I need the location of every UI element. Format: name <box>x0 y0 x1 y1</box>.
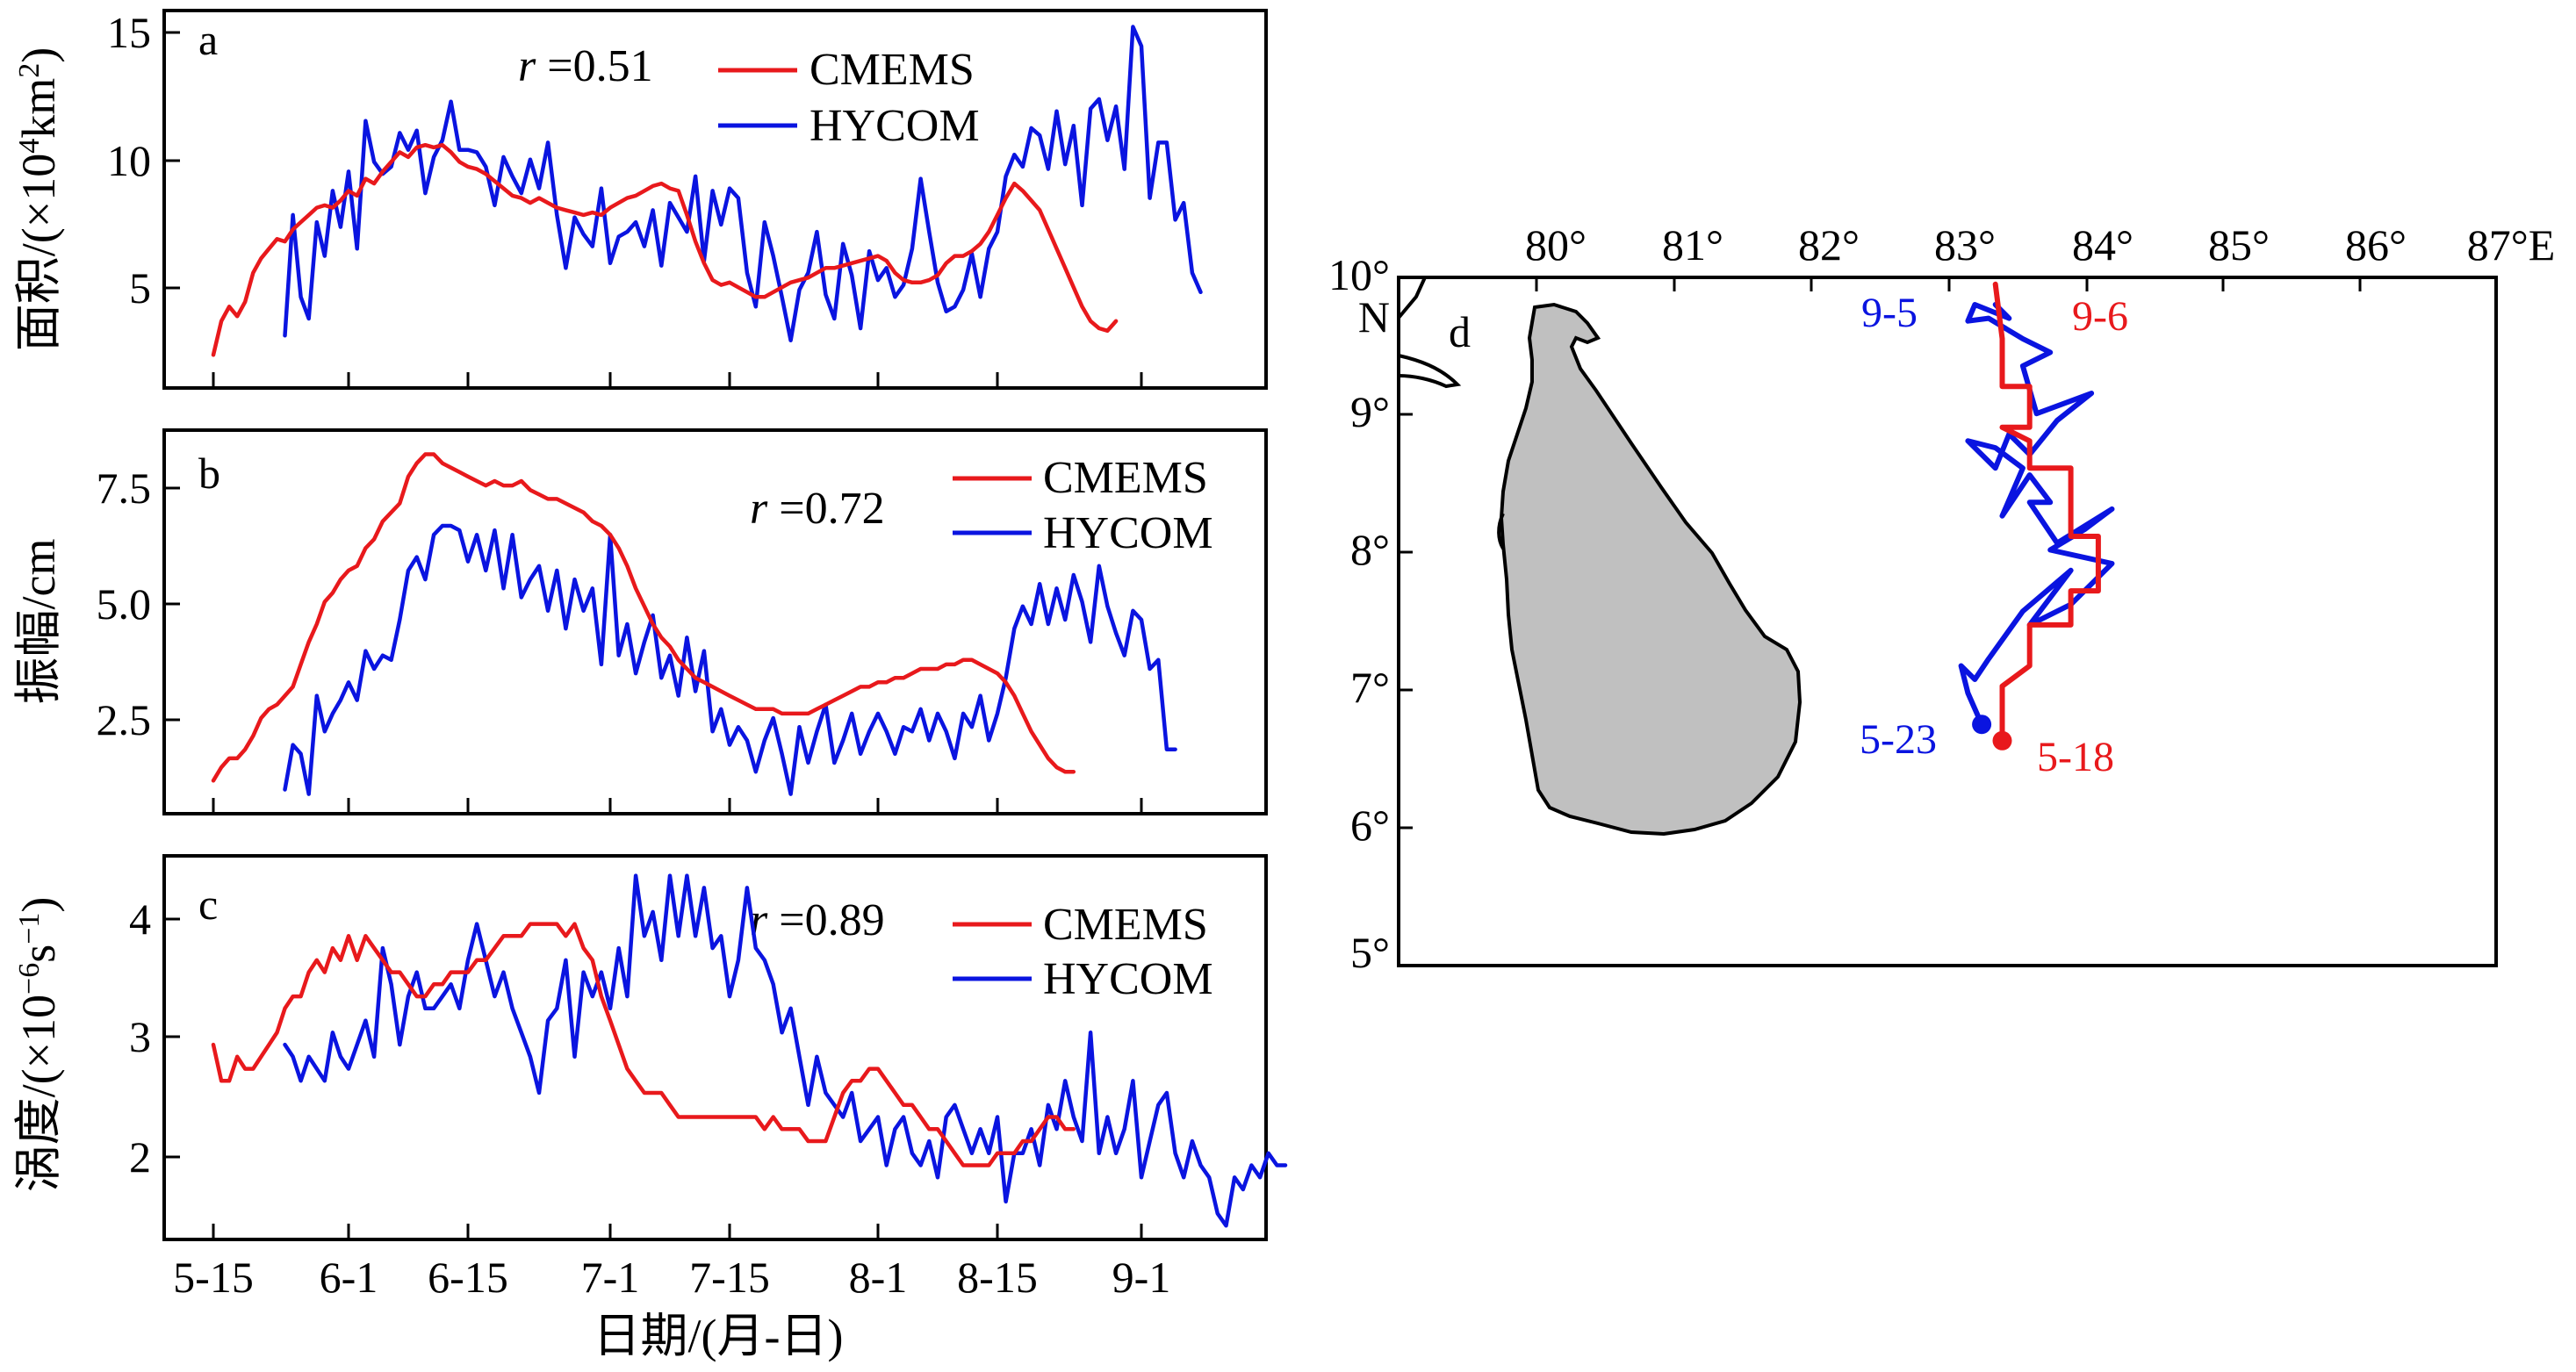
cmems-start-marker <box>1992 730 2012 751</box>
lat-tick-label: 10° <box>1328 250 1390 299</box>
lat-tick-label: 7° <box>1350 663 1390 712</box>
panel-d: 80° 81° 82° 83° 84° 85° 86° 87°E 10° N 9… <box>1328 220 2555 977</box>
legend-hycom-label: HYCOM <box>1043 508 1213 558</box>
lon-tick-label: 87°E <box>2467 220 2556 269</box>
panel-d-lat-ticks: 10° N 9° 8° 7° 6° 5° <box>1328 250 1413 977</box>
panel-b-yticks: 2.5 5.0 7.5 <box>97 463 180 744</box>
cmems-start-label: 5-18 <box>2037 734 2114 780</box>
panel-c-xtick-labels: 5-15 6-1 6-15 7-1 7-15 8-1 8-15 9-1 <box>173 1253 1170 1302</box>
xtick-label: 7-1 <box>581 1253 640 1302</box>
lon-tick-label: 81° <box>1662 220 1723 269</box>
panel-c-correlation: r =0.89 <box>750 895 885 945</box>
panel-d-label: d <box>1449 307 1471 356</box>
panel-b-frame <box>162 428 1268 815</box>
panel-c-frame <box>162 854 1268 1241</box>
cmems-track-line <box>1992 281 2101 743</box>
panel-a-ylabel: 面积/(×104km2) <box>12 47 65 351</box>
lat-tick-label: 6° <box>1350 801 1390 850</box>
lon-tick-label: 84° <box>2072 220 2133 269</box>
panel-a-frame <box>162 9 1268 390</box>
x-axis-title: 日期/(月-日) <box>594 1310 844 1362</box>
xtick-label: 7-15 <box>689 1253 770 1302</box>
panel-c-ytick-label: 2 <box>129 1132 151 1182</box>
panel-b-label: b <box>198 449 220 498</box>
xtick-label: 5-15 <box>173 1253 254 1302</box>
lon-tick-label: 86° <box>2345 220 2407 269</box>
panel-d-tracks <box>1958 281 2115 751</box>
panel-b-ytick-label: 2.5 <box>97 695 152 744</box>
lat-tick-label: 9° <box>1350 387 1390 436</box>
panel-a-correlation: r =0.51 <box>518 41 653 91</box>
panel-a-yticks: 5 10 15 <box>107 8 180 312</box>
panel-b: 2.5 5.0 7.5 b r =0.72 CMEMS HYCOM 振幅/cm <box>12 428 1268 815</box>
india-coastline <box>1397 277 1427 320</box>
panel-b-ytick-label: 7.5 <box>97 463 152 513</box>
panel-c-ytick-label: 3 <box>129 1012 151 1061</box>
xtick-label: 6-15 <box>428 1253 508 1302</box>
panel-a-xticks <box>212 372 1143 388</box>
panel-c-label: c <box>198 880 218 929</box>
lon-tick-label: 85° <box>2208 220 2270 269</box>
panel-b-ytick-label: 5.0 <box>97 579 152 629</box>
panel-b-ylabel: 振幅/cm <box>12 539 65 705</box>
panel-b-plot <box>211 452 1177 796</box>
legend-hycom-label: HYCOM <box>1043 954 1213 1004</box>
panel-a-cmems-line <box>211 142 1119 357</box>
panel-c-cmems-line <box>211 922 1076 1167</box>
panel-a-label: a <box>198 15 218 64</box>
panel-c-xticks <box>212 1224 1143 1239</box>
lat-tick-label: N <box>1358 292 1390 341</box>
panel-c-legend: CMEMS HYCOM <box>953 900 1213 1004</box>
panel-b-correlation: r =0.72 <box>750 484 885 534</box>
sri-lanka-island <box>1499 302 1802 837</box>
xtick-label: 8-1 <box>849 1253 908 1302</box>
hycom-start-marker <box>1972 715 1992 735</box>
lon-tick-label: 82° <box>1798 220 1860 269</box>
panel-c-ytick-label: 4 <box>129 894 151 944</box>
panel-b-legend: CMEMS HYCOM <box>953 453 1213 558</box>
hycom-track-line <box>1958 302 2115 728</box>
legend-cmems-label: CMEMS <box>1043 453 1208 503</box>
panel-b-cmems-line <box>211 452 1076 783</box>
panel-c-ylabel: 涡度/(×10−6s−1) <box>12 897 65 1193</box>
panel-c-hycom-line <box>283 873 1288 1228</box>
lat-tick-label: 8° <box>1350 525 1390 574</box>
hycom-end-label: 9-5 <box>1861 290 1918 336</box>
peninsula-coastline <box>1398 354 1462 389</box>
panel-a-ytick-label: 10 <box>107 136 151 185</box>
legend-cmems-label: CMEMS <box>1043 900 1208 950</box>
hycom-start-label: 5-23 <box>1860 716 1937 763</box>
xtick-label: 9-1 <box>1112 1253 1171 1302</box>
panel-a-hycom-line <box>283 25 1203 343</box>
panel-b-hycom-line <box>283 523 1177 796</box>
xtick-label: 6-1 <box>320 1253 378 1302</box>
panel-a-legend: CMEMS HYCOM <box>718 45 980 151</box>
cmems-end-label: 9-6 <box>2072 293 2128 340</box>
lon-tick-label: 83° <box>1934 220 1996 269</box>
panel-c-yticks: 2 3 4 <box>129 894 180 1182</box>
panel-d-lon-ticks: 80° 81° 82° 83° 84° 85° 86° 87°E <box>1525 220 2555 291</box>
panel-c-plot <box>211 873 1288 1228</box>
lat-tick-label: 5° <box>1350 928 1390 977</box>
islet <box>1497 513 1505 550</box>
panel-d-frame <box>1397 276 2498 967</box>
panel-a-ytick-label: 15 <box>107 8 151 57</box>
legend-hycom-label: HYCOM <box>809 101 980 151</box>
panel-a: 5 10 15 a r =0.51 CMEMS HYCOM 面积/(×104km… <box>12 8 1268 390</box>
xtick-label: 8-15 <box>957 1253 1038 1302</box>
panel-a-plot <box>211 25 1203 357</box>
panel-c: 2 3 4 c r =0.89 CMEMS HYCOM 5-15 <box>12 854 1288 1362</box>
panel-b-xticks <box>212 798 1143 814</box>
panel-a-ytick-label: 5 <box>129 263 151 312</box>
lon-tick-label: 80° <box>1525 220 1587 269</box>
legend-cmems-label: CMEMS <box>809 45 975 95</box>
